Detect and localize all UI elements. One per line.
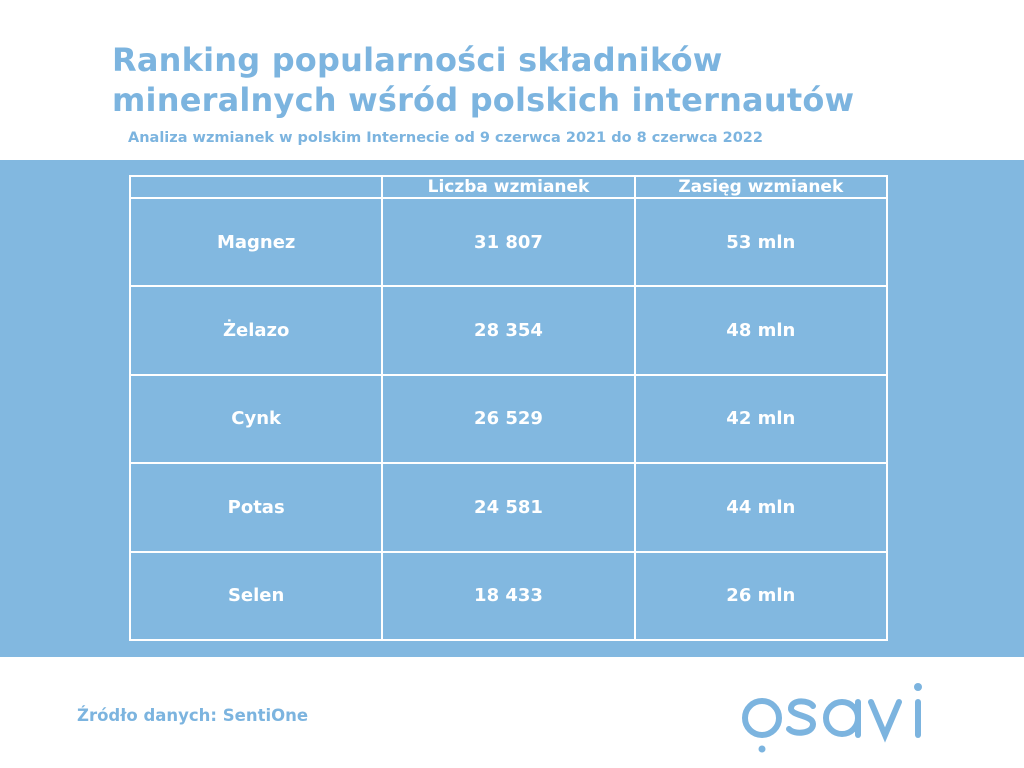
- data-source-note: Źródło danych: SentiOne: [77, 706, 309, 725]
- table-row: Selen 18 433 26 mln: [128, 550, 889, 642]
- table-row: Żelazo 28 354 48 mln: [128, 285, 889, 376]
- mineral-name: Selen: [128, 550, 384, 642]
- mention-count: 18 433: [381, 550, 636, 642]
- table-header-empty: [128, 175, 384, 199]
- mention-reach: 42 mln: [633, 373, 889, 465]
- table-header-mentions: Liczba wzmianek: [381, 175, 636, 199]
- mention-count: 28 354: [381, 285, 636, 376]
- mention-count: 31 807: [381, 196, 636, 288]
- table-header-row: Liczba wzmianek Zasięg wzmianek: [128, 175, 889, 199]
- mineral-name: Magnez: [128, 196, 384, 288]
- ranking-table: Liczba wzmianek Zasięg wzmianek Magnez 3…: [128, 175, 889, 642]
- mention-count: 24 581: [381, 462, 636, 553]
- mineral-name: Żelazo: [128, 285, 384, 376]
- table-header-reach: Zasięg wzmianek: [633, 175, 889, 199]
- page-title: Ranking popularności składników mineraln…: [112, 41, 855, 119]
- page-subtitle: Analiza wzmianek w polskim Internecie od…: [128, 130, 763, 146]
- mineral-name: Cynk: [128, 373, 384, 465]
- mention-reach: 26 mln: [633, 550, 889, 642]
- table-row: Cynk 26 529 42 mln: [128, 373, 889, 465]
- mention-reach: 44 mln: [633, 462, 889, 553]
- mineral-name: Potas: [128, 462, 384, 553]
- mention-count: 26 529: [381, 373, 636, 465]
- table-row: Potas 24 581 44 mln: [128, 462, 889, 553]
- mention-reach: 53 mln: [633, 196, 889, 288]
- mention-reach: 48 mln: [633, 285, 889, 376]
- table-row: Magnez 31 807 53 mln: [128, 196, 889, 288]
- osavi-logo: [742, 683, 922, 753]
